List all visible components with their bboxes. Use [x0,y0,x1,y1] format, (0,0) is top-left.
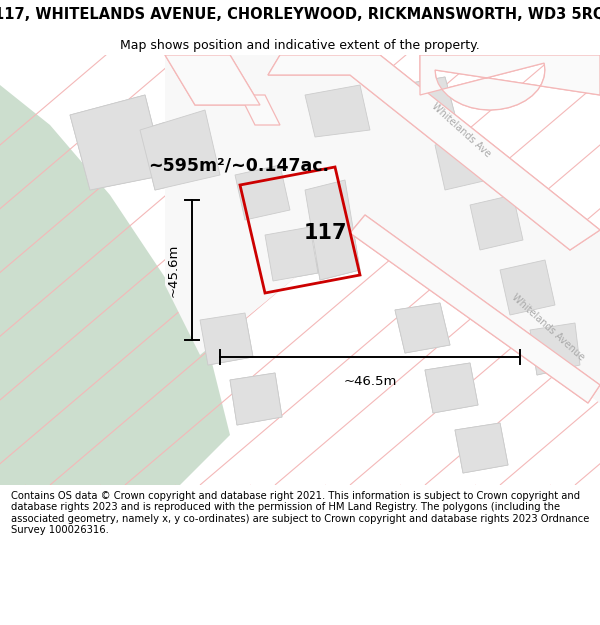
Polygon shape [165,55,600,403]
Polygon shape [400,77,455,123]
Text: ~595m²/~0.147ac.: ~595m²/~0.147ac. [148,156,329,174]
Polygon shape [455,423,508,473]
Polygon shape [165,55,260,105]
Text: Map shows position and indicative extent of the property.: Map shows position and indicative extent… [120,39,480,52]
Polygon shape [240,95,280,125]
Polygon shape [305,85,370,137]
Polygon shape [435,135,488,190]
Polygon shape [395,303,450,353]
Polygon shape [395,303,450,353]
Polygon shape [235,165,290,220]
Polygon shape [420,55,600,110]
Polygon shape [470,195,523,250]
Text: ~46.5m: ~46.5m [343,375,397,388]
Polygon shape [435,135,488,190]
Polygon shape [350,215,600,403]
Polygon shape [455,423,508,473]
Polygon shape [400,77,455,123]
Polygon shape [420,55,600,110]
Polygon shape [70,95,165,190]
Text: Whitelands Avenue: Whitelands Avenue [510,292,587,362]
Polygon shape [268,55,600,250]
Polygon shape [230,373,282,425]
Polygon shape [470,195,523,250]
Polygon shape [265,227,318,281]
Polygon shape [350,215,600,403]
Polygon shape [200,313,253,365]
Text: Contains OS data © Crown copyright and database right 2021. This information is : Contains OS data © Crown copyright and d… [11,491,589,536]
Polygon shape [500,260,555,315]
Polygon shape [265,227,318,281]
Polygon shape [305,180,360,280]
Polygon shape [305,180,360,280]
Polygon shape [268,55,600,250]
Polygon shape [0,85,230,485]
Polygon shape [425,363,478,413]
Polygon shape [200,313,253,365]
Text: ~45.6m: ~45.6m [167,243,180,297]
Polygon shape [230,373,282,425]
Polygon shape [530,323,580,375]
Polygon shape [140,110,220,190]
Polygon shape [425,363,478,413]
Polygon shape [500,260,555,315]
Text: 117, WHITELANDS AVENUE, CHORLEYWOOD, RICKMANSWORTH, WD3 5RQ: 117, WHITELANDS AVENUE, CHORLEYWOOD, RIC… [0,8,600,22]
Text: Whitelands Ave: Whitelands Ave [430,101,493,159]
Polygon shape [530,323,580,375]
Polygon shape [140,110,220,190]
Polygon shape [165,55,260,105]
Polygon shape [70,95,165,190]
Polygon shape [235,165,290,220]
Text: 117: 117 [303,223,347,243]
Polygon shape [305,85,370,137]
